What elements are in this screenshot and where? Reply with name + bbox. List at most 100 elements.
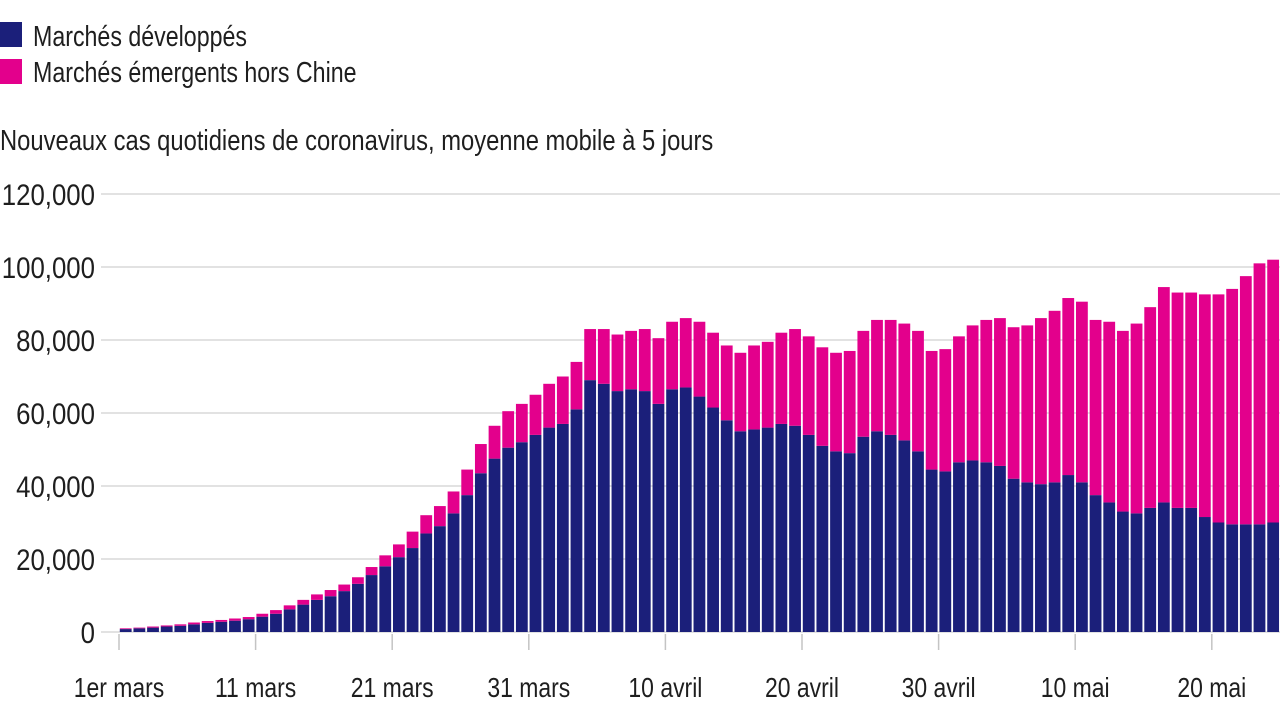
bar-emerging	[1089, 319, 1102, 496]
bar-emerging	[1007, 327, 1020, 479]
bar-developed	[1035, 484, 1047, 632]
bar-emerging	[871, 319, 883, 432]
bar-group: 19 mai	[1198, 294, 1211, 632]
bar-group: 18 mars	[352, 577, 364, 632]
bar-emerging	[775, 332, 788, 424]
legend-swatch-developed	[0, 22, 22, 47]
bar-group: 9 avril	[652, 338, 665, 632]
bar-developed	[1076, 482, 1088, 632]
bar-developed	[1021, 482, 1034, 632]
bar-group: 17 mai	[1171, 292, 1184, 632]
bar-group: 12 mai	[1103, 321, 1116, 632]
bar-emerging	[324, 590, 337, 597]
bar-developed	[242, 619, 255, 632]
bar-developed	[119, 629, 132, 632]
bar-developed	[994, 465, 1006, 632]
bar-group: 10 mars	[242, 617, 255, 632]
bar-developed	[652, 403, 665, 632]
bar-emerging	[215, 619, 228, 622]
bar-developed	[1103, 502, 1116, 632]
legend-label-developed: Marchés développés	[33, 19, 247, 52]
bar-group: 22 avril	[830, 352, 842, 632]
bar-group: 7 mai	[1035, 318, 1047, 632]
bar-group: 6 mars	[188, 622, 200, 632]
bar-group: 21 mai	[1226, 288, 1239, 632]
bar-developed	[802, 434, 815, 632]
bar-group: 18 avril	[775, 332, 788, 632]
bar-emerging	[1226, 288, 1239, 525]
legend: Marchés développés Marchés émergents hor…	[0, 19, 357, 89]
bar-emerging	[761, 341, 774, 428]
bar-emerging	[1144, 307, 1157, 508]
bar-group: 7 mars	[201, 621, 214, 632]
bar-group: 28 avril	[912, 330, 924, 632]
bar-emerging	[1062, 298, 1075, 476]
x-tick-label: 10 mai	[1041, 673, 1110, 704]
bar-emerging	[912, 330, 924, 452]
x-tick-label: 21 mars	[351, 673, 434, 704]
bar-emerging	[611, 334, 624, 392]
bar-developed	[1157, 502, 1170, 632]
x-axis: 1er mars 11 mars 21 mars 31 mars 10 avril 20 …	[74, 634, 1246, 704]
bar-emerging	[256, 613, 269, 617]
bar-emerging	[297, 599, 310, 605]
bar-group: 2 avril	[556, 376, 569, 632]
bar-emerging	[652, 338, 665, 404]
bar-emerging	[201, 621, 214, 623]
bar-developed	[352, 583, 364, 632]
bar-emerging	[1021, 325, 1034, 483]
bar-group: 5 avril	[597, 329, 610, 632]
chart-title: Nouveaux cas quotidiens de coronavirus, …	[0, 124, 713, 157]
bar-developed	[201, 622, 214, 632]
bar-group: 28 mars	[488, 425, 501, 632]
bar-developed	[1226, 524, 1239, 632]
bar-emerging	[625, 330, 638, 390]
bar-group: 20 avril	[802, 336, 815, 632]
bar-emerging	[461, 469, 474, 496]
bar-group: 26 mars	[461, 469, 474, 632]
bar-developed	[311, 599, 323, 632]
bar-emerging	[1103, 321, 1116, 503]
bar-developed	[748, 429, 760, 632]
bar-group: 4 mai	[994, 318, 1006, 632]
bar-group: 10 mai	[1076, 301, 1088, 632]
bar-emerging	[980, 319, 993, 463]
bar-group: 15 mars	[311, 594, 323, 632]
bar-developed	[953, 462, 965, 632]
bar-developed	[215, 621, 228, 632]
y-tick-label: 100,000	[2, 251, 95, 284]
bar-emerging	[816, 347, 829, 446]
bar-group: 1er mai	[953, 336, 965, 632]
bar-group: 1er avril	[543, 383, 556, 632]
bar-developed	[789, 425, 801, 632]
bar-developed	[666, 389, 678, 632]
bar-developed	[1007, 478, 1020, 632]
bar-emerging	[556, 376, 569, 424]
bar-developed	[1198, 517, 1211, 632]
bar-emerging	[1171, 292, 1184, 508]
bar-emerging	[679, 318, 692, 388]
bar-developed	[365, 575, 378, 632]
bar-emerging	[693, 321, 706, 397]
bar-developed	[1212, 522, 1225, 632]
bar-group: 18 mai	[1185, 292, 1198, 632]
legend-swatch-emerging	[0, 59, 22, 84]
bar-emerging	[433, 506, 446, 527]
bar-emerging	[953, 336, 965, 463]
bar-group: 12 avril	[693, 321, 706, 632]
bar-developed	[1171, 507, 1184, 632]
bar-group: 14 mai	[1130, 323, 1143, 632]
bar-emerging	[515, 403, 528, 443]
bar-group: 24 avril	[857, 330, 870, 632]
bar-emerging	[283, 605, 296, 610]
bar-developed	[898, 440, 911, 632]
bar-emerging	[1130, 323, 1143, 514]
bar-developed	[966, 460, 979, 632]
bar-emerging	[1116, 330, 1129, 512]
bar-group: 5 mai	[1007, 327, 1020, 632]
bar-emerging	[1253, 263, 1266, 525]
bar-emerging	[720, 345, 733, 421]
bar-developed	[188, 624, 200, 632]
x-tick-label: 30 avril	[902, 673, 976, 704]
